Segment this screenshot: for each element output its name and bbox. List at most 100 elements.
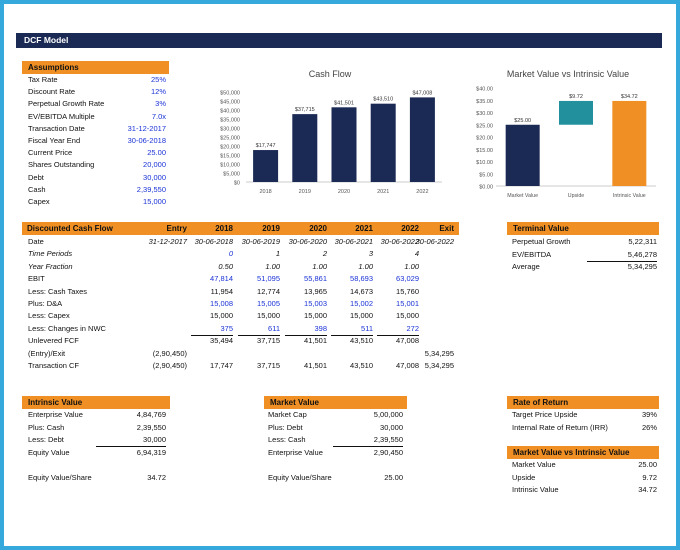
cash-flow-y-tick: $20,000 bbox=[220, 145, 240, 151]
dcf-cell: 15,008 bbox=[210, 299, 233, 308]
dcf-row-label: Less: Changes in NWC bbox=[28, 323, 106, 333]
mvi-value: 34.72 bbox=[638, 485, 657, 494]
assumptions-row: Capex 15,000 bbox=[28, 196, 166, 208]
dcf-cell: 1.00 bbox=[358, 261, 373, 271]
assumptions-label: Current Price bbox=[28, 148, 73, 158]
intrinsic-label: Plus: Cash bbox=[28, 422, 65, 432]
waterfall-bar bbox=[612, 100, 647, 186]
dcf-cell: 51,095 bbox=[257, 274, 280, 284]
dcf-cell: 611 bbox=[238, 323, 280, 336]
assumptions-label: Shares Outstanding bbox=[28, 160, 95, 170]
dcf-cell: 1.00 bbox=[312, 261, 327, 271]
dcf-cell: 272 bbox=[377, 323, 419, 336]
assumptions-row: Perpetual Growth Rate 3% bbox=[28, 98, 166, 110]
waterfall-y-tick: $35.00 bbox=[476, 99, 493, 105]
market-value: 2,39,550 bbox=[333, 434, 403, 447]
market-value: 25.00 bbox=[384, 472, 403, 482]
assumptions-label: EV/EBITDA Multiple bbox=[28, 111, 95, 121]
dcf-cell: (2,90,450) bbox=[152, 348, 187, 358]
assumptions-value: 12% bbox=[150, 87, 166, 97]
market-value: 2,90,450 bbox=[373, 447, 403, 457]
dcf-row: Less: Capex 15,000 15,000 15,000 15,000 15,00… bbox=[28, 310, 458, 322]
cash-flow-y-tick: $25,000 bbox=[220, 136, 240, 142]
mvi-row: Intrinsic Value 34.72 bbox=[512, 484, 657, 496]
dcf-row: EBIT 47,814 51,095 55,861 58,693 63,029 bbox=[28, 273, 458, 285]
intrinsic-value: 34.72 bbox=[147, 472, 166, 482]
mvi-row: Upside 9.72 bbox=[512, 472, 657, 484]
market-row: Plus: Debt 30,000 bbox=[268, 422, 403, 434]
terminal-label: EV/EBITDA bbox=[512, 249, 552, 259]
intrinsic-label: Less: Debt bbox=[28, 435, 64, 444]
waterfall-y-tick: $5.00 bbox=[479, 172, 493, 178]
dcf-row: Year Fraction 0.50 1.00 1.00 1.00 1.00 bbox=[28, 261, 458, 273]
mvi-value: 9.72 bbox=[642, 472, 657, 482]
terminal-label: Perpetual Growth bbox=[512, 237, 571, 246]
assumptions-label: Fiscal Year End bbox=[28, 136, 81, 145]
dcf-cell: 15,000 bbox=[304, 311, 327, 321]
waterfall-y-tick: $10.00 bbox=[476, 160, 493, 166]
intrinsic-row bbox=[28, 459, 166, 471]
assumptions-label: Tax Rate bbox=[28, 75, 58, 84]
assumptions-label: Capex bbox=[28, 197, 50, 206]
cash-flow-y-tick: $50,000 bbox=[220, 91, 240, 97]
dcf-row-label: Time Periods bbox=[28, 249, 73, 259]
dcf-cell: 37,715 bbox=[257, 336, 280, 346]
intrinsic-value: 30,000 bbox=[96, 434, 166, 447]
dcf-cell: 4 bbox=[414, 249, 419, 259]
assumptions-row: Fiscal Year End 30-06-2018 bbox=[28, 135, 166, 147]
assumptions-label: Transaction Date bbox=[28, 123, 85, 133]
waterfall-bar-label: $25.00 bbox=[514, 118, 531, 124]
dcf-row: Unlevered FCF 35,494 37,715 41,501 43,510 47,… bbox=[28, 335, 458, 347]
dcf-row-label: Unlevered FCF bbox=[28, 336, 79, 346]
waterfall-x-tick: Market Value bbox=[507, 193, 538, 199]
intrinsic-label: Enterprise Value bbox=[28, 410, 83, 419]
intrinsic-row: Equity Value/Share 34.72 bbox=[28, 472, 166, 484]
intrinsic-row: Less: Debt 30,000 bbox=[28, 434, 166, 447]
intrinsic-value: 4,84,769 bbox=[136, 410, 166, 419]
market-vs-intrinsic-chart-title: Market Value vs Intrinsic Value bbox=[506, 69, 630, 79]
dcf-col-2021: 2021 bbox=[355, 224, 373, 233]
dcf-cell: 41,501 bbox=[304, 361, 327, 370]
cash-flow-bar-label: $17,747 bbox=[256, 143, 276, 149]
dcf-cell: 30-06-2020 bbox=[288, 237, 327, 246]
dcf-cell: 30-06-2021 bbox=[334, 237, 373, 246]
cash-flow-y-tick: $5,000 bbox=[223, 172, 240, 178]
cash-flow-chart-title: Cash Flow bbox=[308, 69, 352, 79]
market-row: Enterprise Value 2,90,450 bbox=[268, 447, 403, 459]
market-row: Less: Cash 2,39,550 bbox=[268, 434, 403, 447]
market-row: Equity Value/Share 25.00 bbox=[268, 472, 403, 484]
mvi-label: Intrinsic Value bbox=[512, 485, 559, 494]
dcf-row-label: Plus: D&A bbox=[28, 299, 63, 308]
mvi-label: Market Value bbox=[512, 460, 556, 469]
dcf-cell: 30-06-2019 bbox=[241, 237, 280, 246]
assumptions-label: Debt bbox=[28, 172, 44, 182]
dcf-cell: 15,000 bbox=[350, 311, 373, 321]
dcf-cell: 30-06-2022 bbox=[380, 237, 419, 246]
cash-flow-bar-label: $37,715 bbox=[295, 107, 315, 113]
cash-flow-bar bbox=[253, 150, 279, 182]
dcf-row: Transaction CF (2,90,450) 17,747 37,715 41,5… bbox=[28, 360, 458, 372]
dcf-row-label: Transaction CF bbox=[28, 361, 79, 370]
dcf-cell: 30-06-2022 bbox=[415, 237, 454, 246]
dcf-cell: 47,008 bbox=[396, 336, 419, 346]
waterfall-x-tick: Upside bbox=[568, 193, 585, 199]
assumptions-row: EV/EBITDA Multiple 7.0x bbox=[28, 111, 166, 123]
intrinsic-row: Equity Value 6,94,319 bbox=[28, 447, 166, 459]
dcf-cell: 31-12-2017 bbox=[148, 237, 187, 246]
ror-value: 26% bbox=[641, 422, 657, 432]
terminal-label: Average bbox=[512, 262, 540, 271]
intrinsic-row: Plus: Cash 2,39,550 bbox=[28, 422, 166, 434]
dcf-cell: 35,494 bbox=[210, 336, 233, 346]
dcf-cell: 511 bbox=[331, 323, 373, 336]
cash-flow-y-tick: $15,000 bbox=[220, 154, 240, 160]
mvi-label: Upside bbox=[512, 472, 536, 482]
assumptions-row: Debt 30,000 bbox=[28, 172, 166, 184]
mvi-row: Market Value 25.00 bbox=[512, 459, 657, 471]
page-title: DCF Model bbox=[16, 33, 662, 48]
assumptions-value: 3% bbox=[155, 99, 166, 109]
cash-flow-x-tick: 2018 bbox=[259, 189, 271, 195]
market-label: Enterprise Value bbox=[268, 447, 323, 457]
waterfall-bar bbox=[559, 100, 593, 125]
assumptions-value: 2,39,550 bbox=[136, 184, 166, 194]
assumptions-row: Shares Outstanding 20,000 bbox=[28, 159, 166, 171]
